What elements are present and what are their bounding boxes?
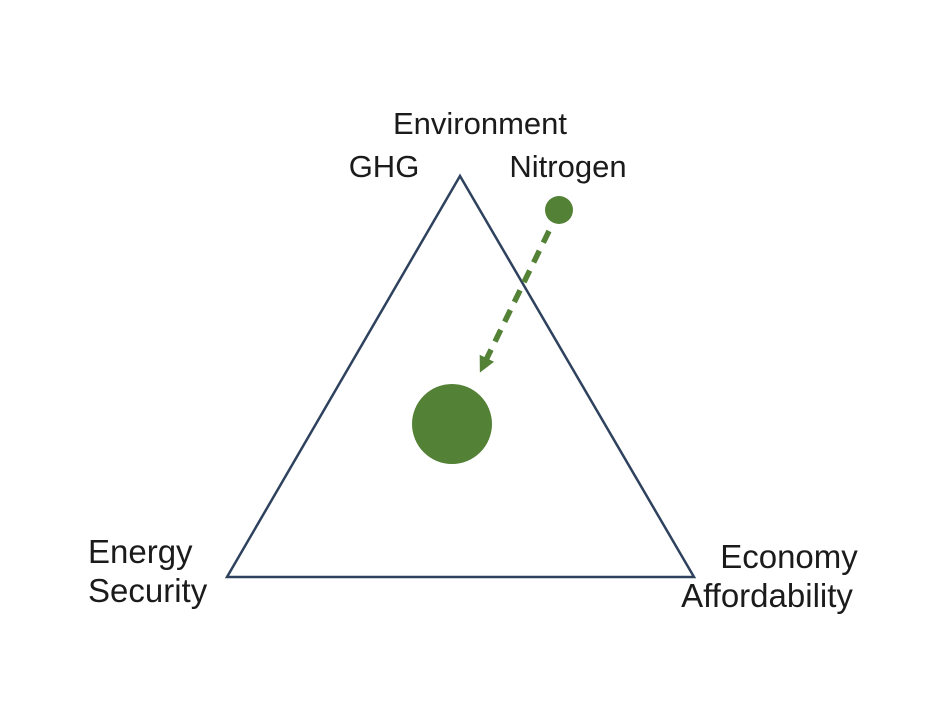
label-affordability: Affordability (681, 577, 853, 614)
label-economy: Economy (720, 538, 858, 575)
label-ghg: GHG (349, 149, 420, 184)
label-nitrogen: Nitrogen (509, 149, 626, 184)
label-environment: Environment (393, 106, 567, 141)
large-green-circle (412, 384, 492, 464)
label-energy: Energy (88, 533, 193, 570)
dashed-arrow-down-left (479, 229, 552, 373)
triangle-outline (224, 173, 697, 579)
small-green-dot (545, 196, 573, 224)
label-security: Security (88, 572, 208, 609)
